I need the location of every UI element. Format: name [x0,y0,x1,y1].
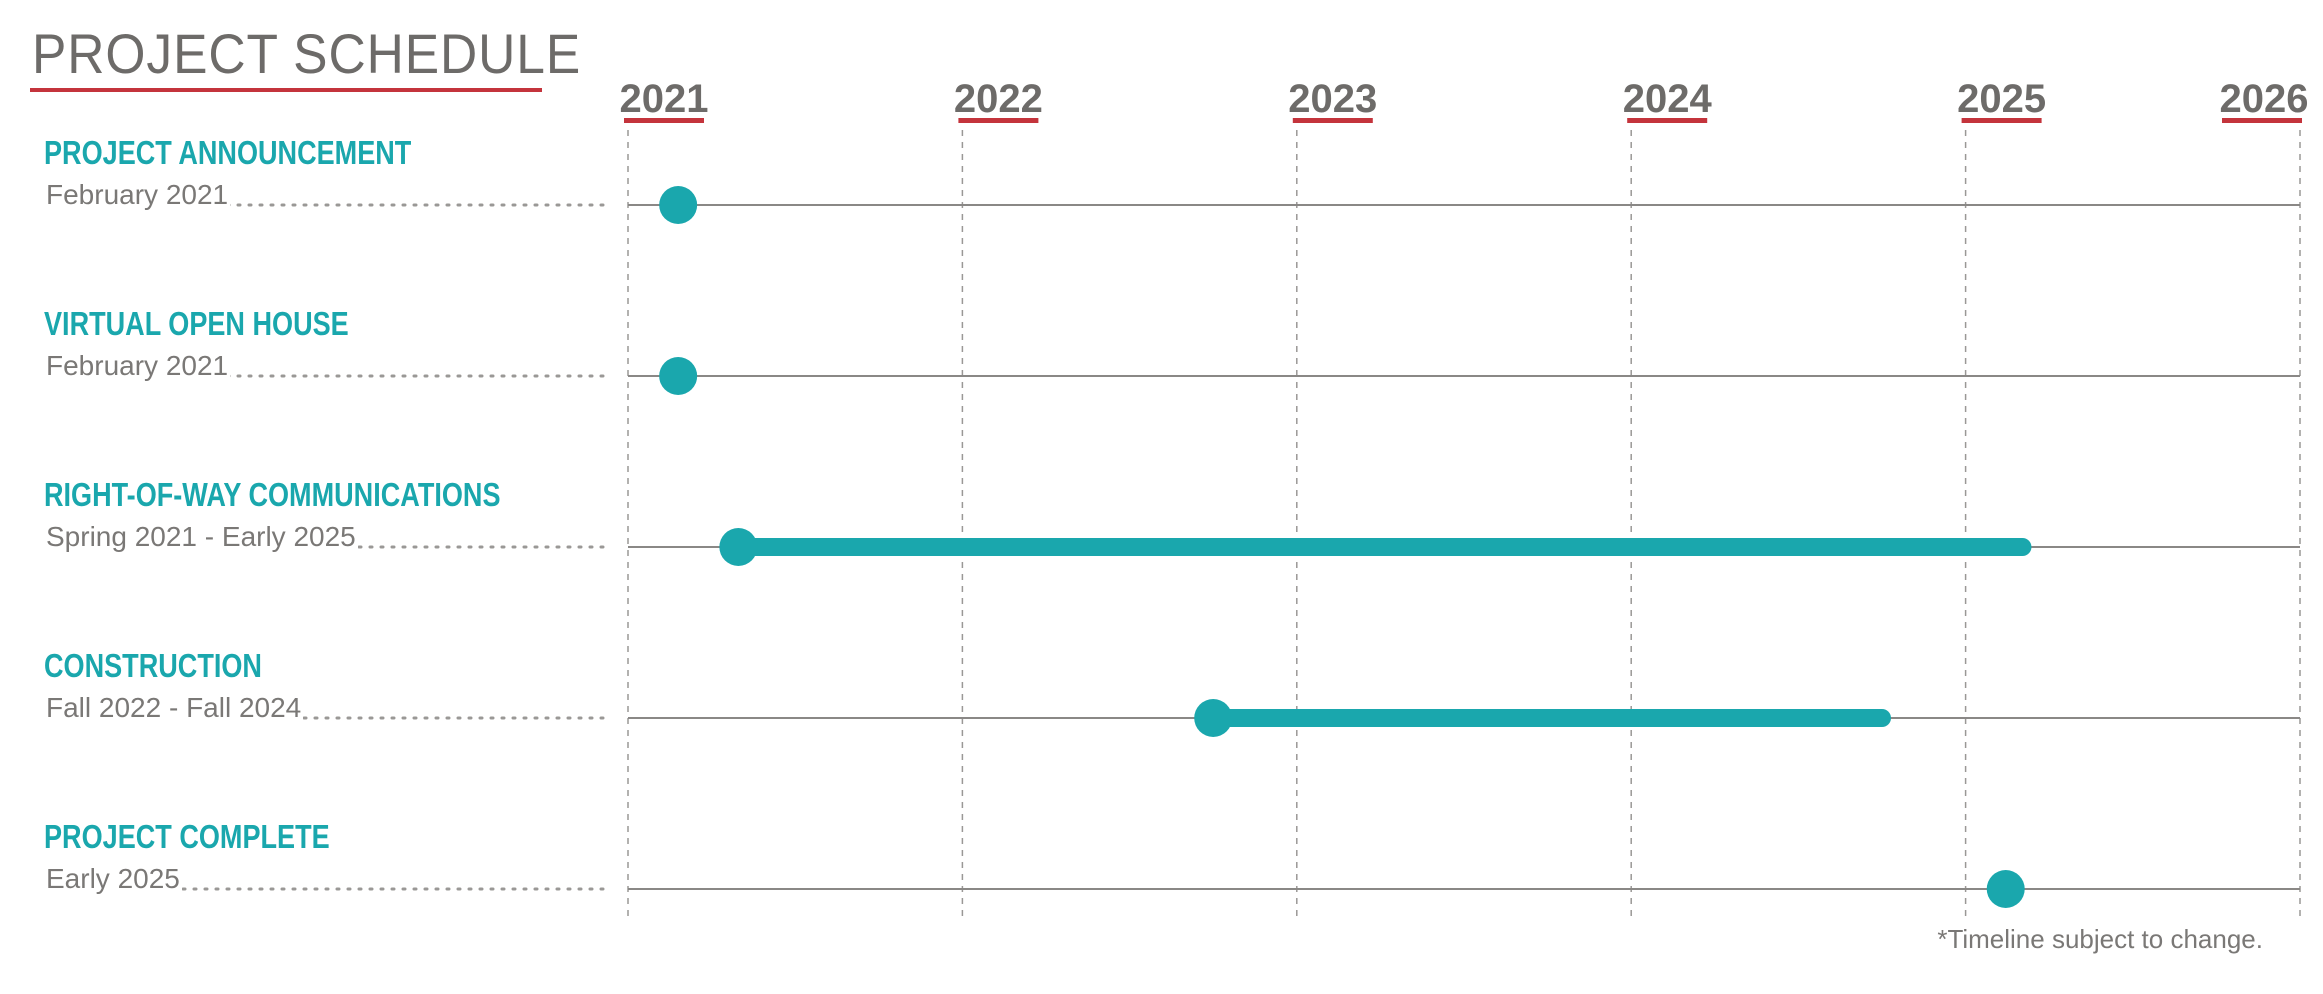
row-title: PROJECT ANNOUNCEMENT [44,134,412,171]
row-title: RIGHT-OF-WAY COMMUNICATIONS [44,476,501,513]
row-date: February 2021 [46,349,231,383]
year-underline-2021 [624,118,704,123]
range-start-marker [719,528,758,566]
row-title: VIRTUAL OPEN HOUSE [44,305,349,342]
year-label-2024: 2024 [1623,77,1713,121]
footnote: *Timeline subject to change. [1937,924,2263,954]
year-underline-2025 [1961,118,2042,123]
year-underline-2023 [1292,118,1373,123]
row-title: PROJECT COMPLETE [44,818,330,855]
year-label-2025: 2025 [1957,77,2046,121]
year-underline-2022 [958,118,1039,123]
year-underline-2024 [1627,118,1708,123]
year-label-2023: 2023 [1288,77,1377,121]
page-title: PROJECT SCHEDULE [32,22,582,85]
year-label-2021: 2021 [620,77,709,121]
row-date: Fall 2022 - Fall 2024 [46,691,304,725]
milestone-marker [1986,870,2025,908]
row-date: Spring 2021 - Early 2025 [46,520,358,554]
row-date: February 2021 [46,178,231,212]
year-underline-2026 [2222,118,2302,123]
range-start-marker [1194,699,1233,737]
year-label-2026: 2026 [2220,77,2309,121]
year-label-2022: 2022 [954,77,1043,121]
row-date: Early 2025 [46,862,182,896]
title-underline [30,88,542,92]
milestone-marker [659,357,698,395]
milestone-marker [659,186,698,224]
row-title: CONSTRUCTION [44,647,262,684]
